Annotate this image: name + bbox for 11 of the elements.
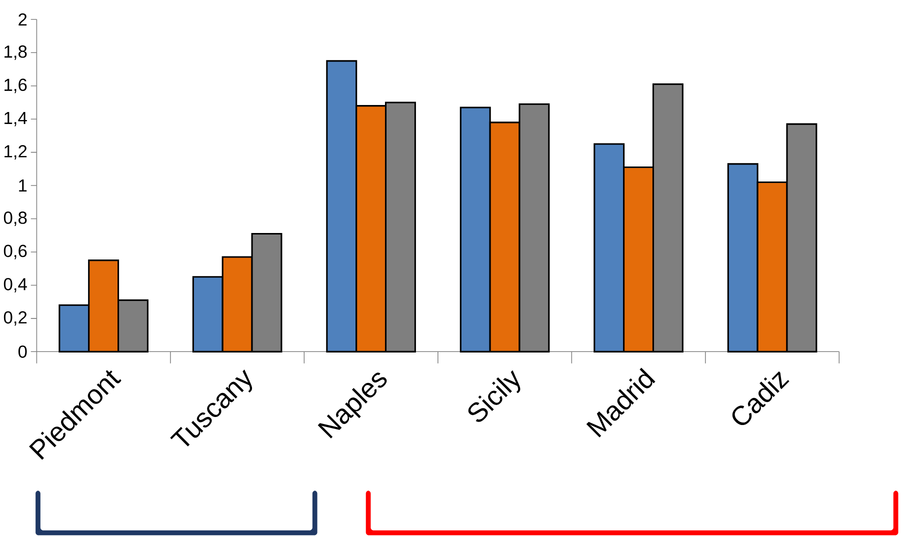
y-tick-label: 1 — [19, 179, 27, 192]
y-tick-label: 0,2 — [4, 311, 27, 326]
y-tick-label: 0,6 — [4, 244, 27, 260]
y-tick-label: 1,6 — [4, 78, 27, 93]
y-tick-label: 0,4 — [4, 278, 27, 292]
y-tick-label: 0,8 — [4, 211, 27, 226]
y-tick-label: 1,2 — [4, 145, 27, 160]
y-tick-label: 0 — [18, 345, 27, 358]
y-tick-label: 1,8 — [4, 45, 27, 60]
y-tick-label: 2 — [18, 13, 27, 26]
y-tick-label: 1,4 — [4, 112, 27, 126]
